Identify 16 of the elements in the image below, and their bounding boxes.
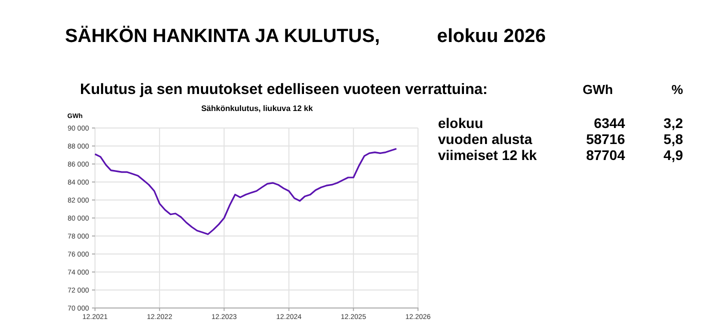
text: elokuu — [438, 115, 484, 131]
chart-title: SÄHKÖN HANKINTA JA KULUTUS, — [65, 25, 380, 47]
text: 58716 — [586, 131, 626, 147]
text: vuoden alusta — [438, 131, 532, 147]
text: viimeiset 12 kk — [438, 147, 538, 163]
text: % — [671, 82, 684, 97]
text: 4,9 — [664, 147, 684, 163]
text: GWh — [582, 82, 614, 97]
text: Kulutus ja sen muutokset edelliseen vuoteen verrattuina: — [80, 81, 488, 98]
text: 3,2 — [664, 115, 684, 131]
text: 87704 — [586, 147, 626, 163]
line-series — [94, 148, 398, 235]
text: Sähkönkulutus, liukuva 12 kk — [201, 104, 314, 113]
text: elokuu 2026 — [437, 26, 546, 47]
text: 5,8 — [664, 131, 684, 147]
text: 6344 — [594, 115, 626, 131]
